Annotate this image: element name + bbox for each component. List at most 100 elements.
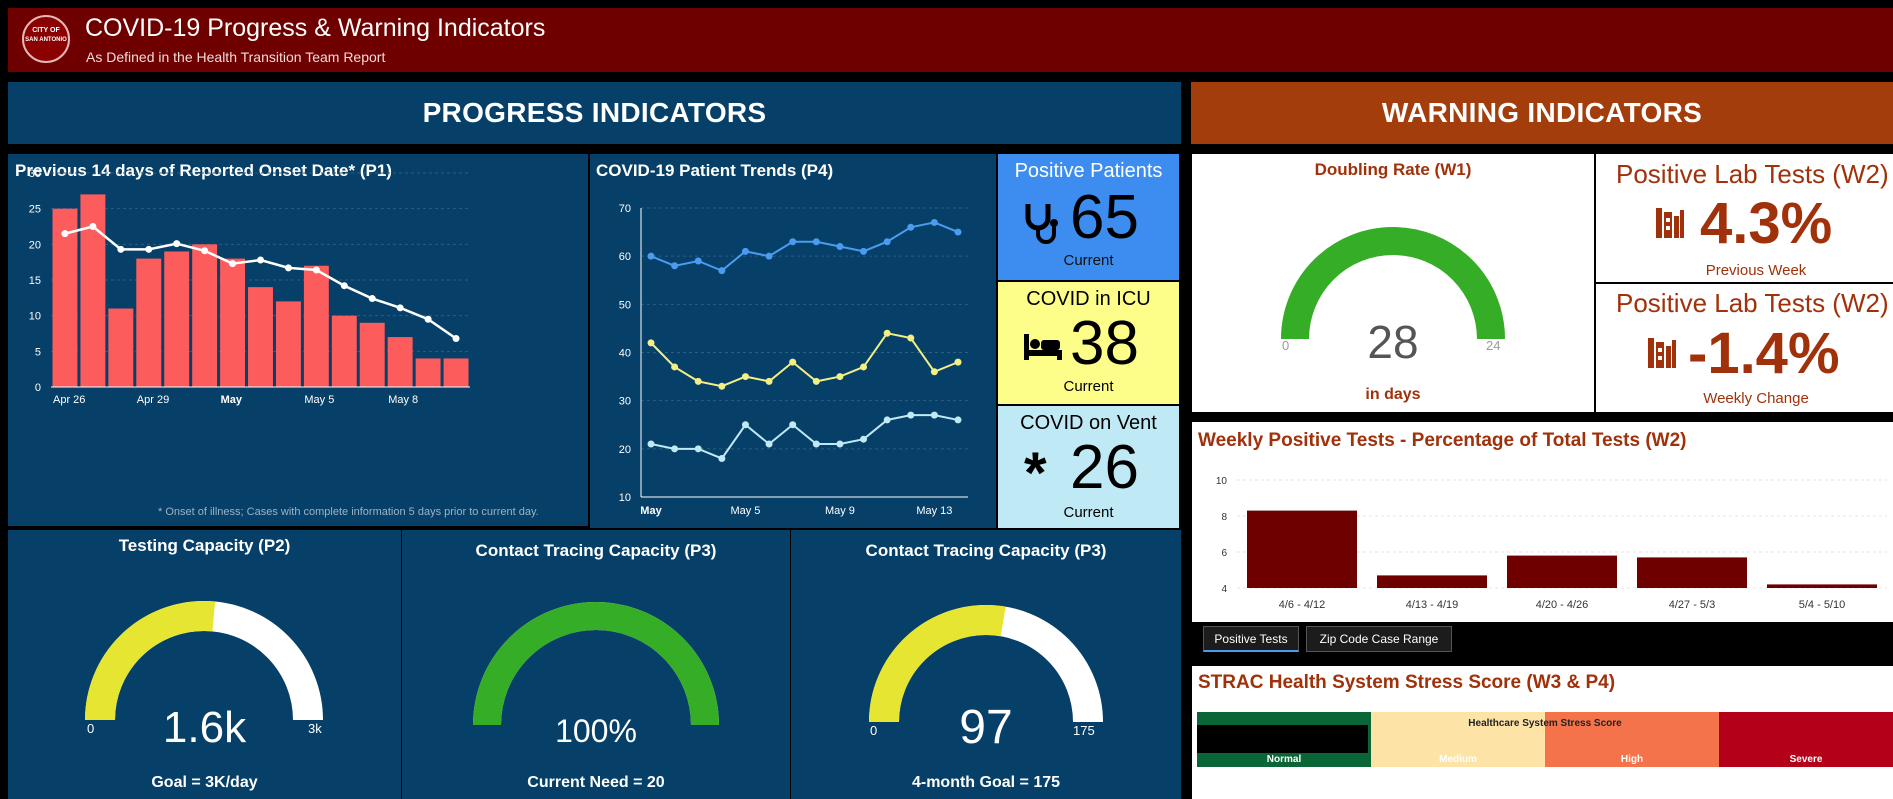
contact-tracing-gauge-2 bbox=[869, 605, 1103, 723]
p1-ytick-label: 20 bbox=[29, 239, 41, 251]
strac-level-severe: Severe bbox=[1719, 712, 1893, 767]
p1-ytick-label: 10 bbox=[29, 311, 41, 323]
p4-title: COVID-19 Patient Trends (P4) bbox=[596, 161, 834, 180]
tab-positive-tests[interactable]: Positive Tests bbox=[1203, 626, 1299, 652]
p1-ytick-label: 5 bbox=[35, 346, 41, 358]
weekly-bar bbox=[1247, 510, 1357, 588]
weekly-ytick-label: 6 bbox=[1221, 548, 1227, 559]
positive-lab-tests-change-value: -1.4% bbox=[1688, 321, 1840, 386]
p4-series-point bbox=[907, 411, 915, 419]
p4-ytick-label: 60 bbox=[619, 251, 631, 263]
p1-panel: Previous 14 days of Reported Onset Date*… bbox=[8, 154, 588, 526]
p1-bar bbox=[443, 358, 469, 387]
p4-xtick-label: May 13 bbox=[916, 505, 952, 517]
p4-series-point bbox=[647, 440, 655, 448]
logo-top-text: CITY OF bbox=[32, 27, 60, 34]
positive-lab-tests-prev-sub: Previous Week bbox=[1705, 262, 1807, 279]
p4-series-point bbox=[812, 238, 820, 246]
p1-average-point bbox=[117, 245, 125, 253]
weekly-xtick-label: 5/4 - 5/10 bbox=[1799, 599, 1845, 611]
p4-series-point bbox=[836, 373, 844, 381]
testing-capacity-caption: Goal = 3K/day bbox=[151, 774, 258, 791]
p4-xtick-label: May 5 bbox=[730, 505, 760, 517]
p1-xtick-label: May 8 bbox=[388, 394, 418, 406]
kpi-vent-value: 26 bbox=[1070, 433, 1139, 502]
logo-main-text: SAN ANTONIO bbox=[25, 37, 67, 43]
tab-zip-code-case-range[interactable]: Zip Code Case Range bbox=[1306, 626, 1452, 652]
p1-xtick-label: Apr 29 bbox=[137, 394, 169, 406]
kpi-vent-sub: Current bbox=[1063, 504, 1114, 521]
weekly-xtick-label: 4/6 - 4/12 bbox=[1279, 599, 1325, 611]
p1-bar bbox=[248, 287, 273, 387]
contact-tracing-caption-1: Current Need = 20 bbox=[527, 774, 665, 791]
p4-series-point bbox=[930, 218, 938, 226]
p1-ytick-label: 25 bbox=[29, 204, 41, 216]
contact-tracing-panel-2: Contact Tracing Capacity (P3) 97 0 175 4… bbox=[791, 530, 1181, 799]
weekly-xtick-label: 4/20 - 4/26 bbox=[1536, 599, 1589, 611]
p4-series-point bbox=[765, 440, 773, 448]
weekly-xtick-label: 4/13 - 4/19 bbox=[1406, 599, 1459, 611]
kpi-covid-icu: COVID in ICU 38 Current bbox=[998, 282, 1179, 404]
weekly-ytick-label: 10 bbox=[1216, 476, 1228, 487]
p4-ytick-label: 30 bbox=[619, 396, 631, 408]
p1-average-point bbox=[229, 260, 237, 268]
kpi-icu-label: COVID in ICU bbox=[1026, 288, 1151, 310]
strac-scale: Normal Medium High Severe Healthcare Sys… bbox=[1197, 712, 1893, 767]
strac-level-high: High bbox=[1545, 712, 1719, 767]
kpi-icu-sub: Current bbox=[1063, 378, 1114, 395]
app-header: CITY OF SAN ANTONIO COVID-19 Progress & … bbox=[8, 8, 1893, 72]
p4-series-point bbox=[741, 421, 749, 429]
p4-series-point bbox=[812, 377, 820, 385]
p4-chart: 10 20 30 40 50 60 70 May May 5 May 9 May 13 bbox=[619, 203, 968, 517]
p4-series-point bbox=[718, 382, 726, 390]
tracing1-gauge-fill bbox=[473, 602, 719, 726]
contact-tracing-title-1: Contact Tracing Capacity (P3) bbox=[475, 541, 717, 560]
weekly-bar bbox=[1507, 555, 1617, 588]
p1-bar bbox=[108, 308, 134, 387]
contact-tracing-gauge-1 bbox=[473, 602, 719, 726]
doubling-rate-caption: in days bbox=[1365, 386, 1421, 403]
p1-bar bbox=[415, 358, 441, 387]
p4-series-point bbox=[671, 262, 679, 270]
p1-footnote: * Onset of illness; Cases with complete … bbox=[158, 506, 539, 518]
positive-lab-tests-change-sub: Weekly Change bbox=[1703, 390, 1809, 407]
asterisk-icon: * bbox=[1024, 441, 1047, 506]
p4-series-point bbox=[954, 358, 962, 366]
app-subtitle: As Defined in the Health Transition Team… bbox=[86, 49, 386, 65]
p4-series-point bbox=[907, 334, 915, 342]
p1-xtick-label: May bbox=[221, 394, 243, 406]
p4-ytick-label: 50 bbox=[619, 299, 631, 311]
p4-series-line bbox=[650, 221, 959, 272]
tracing2-gauge-fill bbox=[869, 605, 1006, 723]
positive-lab-tests-prev-value: 4.3% bbox=[1700, 191, 1833, 256]
p4-series-point bbox=[860, 435, 868, 443]
city-logo: CITY OF SAN ANTONIO bbox=[22, 15, 70, 63]
weekly-ytick-label: 8 bbox=[1221, 512, 1227, 523]
p4-series-point bbox=[954, 228, 962, 236]
p1-bar bbox=[275, 301, 301, 387]
p4-series-point bbox=[860, 247, 868, 255]
p1-average-point bbox=[312, 266, 320, 274]
contact-tracing-value-1: 100% bbox=[555, 713, 637, 749]
contact-tracing-caption-2: 4-month Goal = 175 bbox=[911, 774, 1061, 791]
p4-ytick-label: 10 bbox=[619, 492, 631, 504]
p1-ytick-label: 30 bbox=[29, 168, 41, 180]
p4-series-point bbox=[671, 363, 679, 371]
p4-series-point bbox=[883, 329, 891, 337]
p4-ytick-label: 70 bbox=[619, 203, 631, 215]
p4-xtick-label: May 9 bbox=[825, 505, 855, 517]
p1-bar bbox=[192, 244, 218, 387]
testing-capacity-title: Testing Capacity (P2) bbox=[118, 536, 291, 555]
strac-level-normal-label: Normal bbox=[1266, 754, 1302, 765]
kpi-positive-patients: Positive Patients 65 Current bbox=[998, 154, 1179, 280]
strac-score-bar bbox=[1197, 725, 1368, 753]
testing-gauge-fill bbox=[85, 601, 216, 721]
p4-series-point bbox=[836, 243, 844, 251]
p4-series-point bbox=[671, 445, 679, 453]
strac-panel: STRAC Health System Stress Score (W3 & P… bbox=[1192, 666, 1893, 799]
testing-capacity-min: 0 bbox=[87, 721, 95, 736]
strac-level-medium-label: Medium bbox=[1439, 754, 1477, 765]
weekly-bar bbox=[1637, 557, 1747, 588]
p4-series-point bbox=[883, 416, 891, 424]
doubling-rate-value: 28 bbox=[1367, 316, 1419, 368]
